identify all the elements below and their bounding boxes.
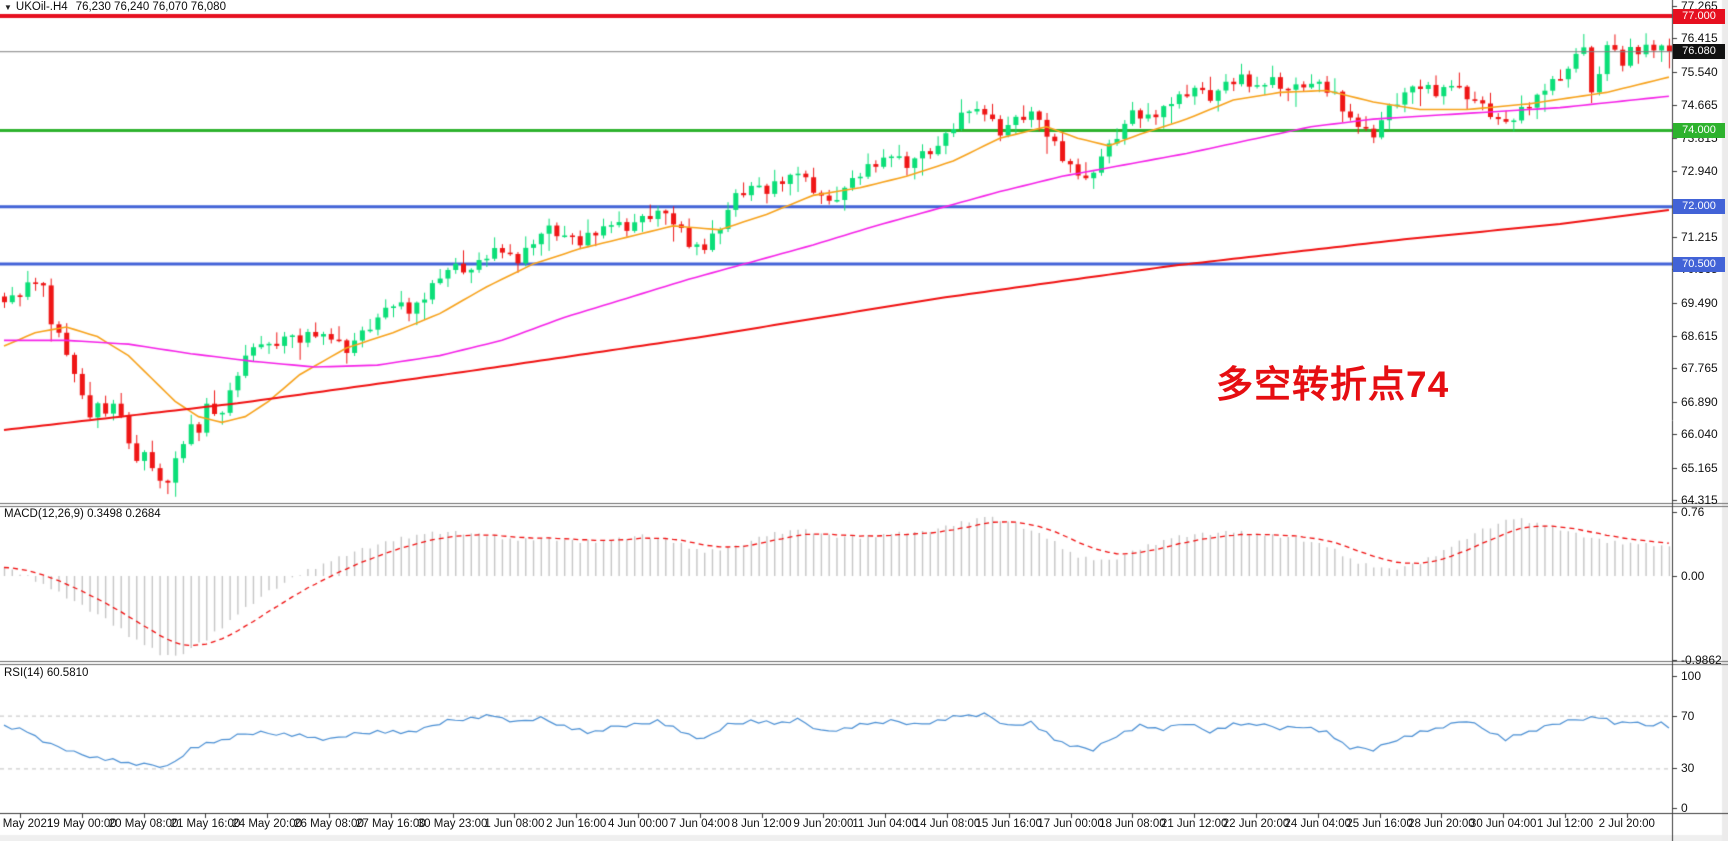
time-axis-label: 2 Jun 16:00 xyxy=(546,818,607,830)
price-axis-label: 65.165 xyxy=(1681,460,1718,475)
price-axis-label: 66.040 xyxy=(1681,427,1718,442)
time-axis-label: 30 May 23:00 xyxy=(417,818,488,830)
time-axis-label: 25 Jun 16:00 xyxy=(1346,818,1413,830)
price-axis-label: 75.540 xyxy=(1681,64,1718,79)
price-axis-label: 76.415 xyxy=(1681,31,1718,46)
rsi-axis-label: 0 xyxy=(1681,801,1688,815)
price-badge: 70.500 xyxy=(1673,256,1725,272)
time-axis-label: 21 May 16:00 xyxy=(170,818,241,830)
time-axis-label: 15 Jun 16:00 xyxy=(975,818,1043,830)
price-badge: 72.000 xyxy=(1673,199,1725,215)
time-axis-label: 14 Jun 08:00 xyxy=(913,818,981,830)
price-axis-label: 72.940 xyxy=(1681,163,1718,178)
macd-axis-label: 0.00 xyxy=(1681,569,1705,583)
time-axis-label: 18 Jun 08:00 xyxy=(1099,818,1166,830)
time-axis-label: 1 Jul 12:00 xyxy=(1536,818,1594,830)
time-axis-label: 7 Jun 04:00 xyxy=(669,818,730,830)
rsi-axis-label: 30 xyxy=(1681,761,1695,776)
time-axis-label: 1 Jun 08:00 xyxy=(484,818,545,830)
time-axis-label: 26 May 08:00 xyxy=(294,818,364,830)
price-axis[interactable]: 77.26576.41575.54074.66573.81572.94071.2… xyxy=(1672,0,1728,815)
price-axis-label: 74.665 xyxy=(1681,98,1718,113)
price-axis-label: 69.490 xyxy=(1681,295,1718,310)
price-badge: 74.000 xyxy=(1673,123,1725,139)
time-axis-label: 11 Jun 04:00 xyxy=(852,818,919,830)
price-axis-label: 66.890 xyxy=(1681,394,1718,409)
price-axis-label: 64.315 xyxy=(1681,493,1718,507)
price-badge: 77.000 xyxy=(1673,8,1725,24)
time-axis-label: 8 Jun 12:00 xyxy=(731,818,792,830)
time-axis-label: 17 May 2021 xyxy=(0,818,54,830)
price-axis-label: 71.215 xyxy=(1681,229,1718,244)
time-axis-label: 22 Jun 20:00 xyxy=(1222,818,1290,830)
time-axis-label: 19 May 00:00 xyxy=(46,818,117,830)
symbol-dropdown-icon[interactable]: ▼ xyxy=(4,3,12,12)
macd-axis-label: 0.76 xyxy=(1681,504,1705,519)
time-axis-label: 21 Jun 12:00 xyxy=(1160,818,1228,830)
rsi-axis-label: 100 xyxy=(1681,669,1702,683)
time-axis-label: 2 Jul 20:00 xyxy=(1598,818,1655,830)
time-axis-label: 24 Jun 04:00 xyxy=(1284,818,1352,830)
price-badge: 76.080 xyxy=(1673,43,1725,59)
time-axis-label: 28 Jun 20:00 xyxy=(1408,818,1475,830)
macd-axis-label: -0.9862 xyxy=(1681,652,1722,667)
time-axis-label: 24 May 20:00 xyxy=(232,818,303,830)
time-axis-label: 17 Jun 00:00 xyxy=(1037,818,1104,830)
time-axis-label: 20 May 08:00 xyxy=(108,818,179,830)
time-axis-label: 27 May 16:00 xyxy=(355,818,426,830)
price-axis-label: 68.615 xyxy=(1681,328,1718,343)
time-axis-label: 30 Jun 04:00 xyxy=(1469,818,1537,830)
trend-annotation[interactable]: 多空转折点74 xyxy=(1216,364,1450,405)
time-axis-label: 9 Jun 20:00 xyxy=(793,818,854,830)
price-axis-label: 67.765 xyxy=(1681,361,1718,376)
time-axis-label: 4 Jun 00:00 xyxy=(607,818,669,830)
rsi-axis-label: 70 xyxy=(1681,708,1695,723)
